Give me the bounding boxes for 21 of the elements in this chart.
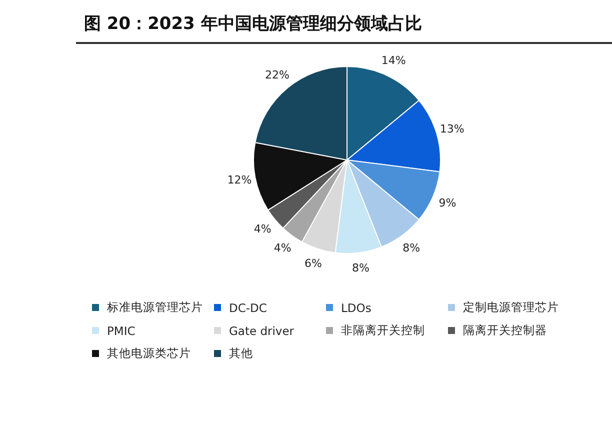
legend-label: 非隔离开关控制 (341, 323, 425, 338)
data-label: 12% (227, 173, 252, 186)
legend-label: PMIC (107, 324, 136, 338)
data-label: 22% (264, 68, 290, 82)
data-label: 6% (304, 257, 322, 270)
legend-label: 定制电源管理芯片 (463, 300, 559, 315)
data-label: 8% (402, 241, 420, 254)
data-label: 4% (274, 241, 292, 254)
data-label: 4% (254, 222, 272, 236)
legend-label: LDOs (341, 300, 372, 314)
legend-label: Gate driver (229, 324, 294, 338)
legend-label: DC-DC (229, 300, 267, 314)
legend-label: 其他电源类芯片 (107, 346, 191, 361)
legend-label: 隔离开关控制器 (463, 323, 547, 338)
data-label: 8% (352, 261, 370, 274)
data-label: 13% (440, 122, 464, 136)
legend-label: 其他 (229, 346, 253, 361)
legend-label: 标准电源管理芯片 (107, 300, 203, 315)
data-label: 14% (381, 54, 406, 67)
chart-title: 图 20：2023 年中国电源管理细分领域占比 (84, 13, 422, 35)
data-label: 9% (438, 196, 456, 210)
